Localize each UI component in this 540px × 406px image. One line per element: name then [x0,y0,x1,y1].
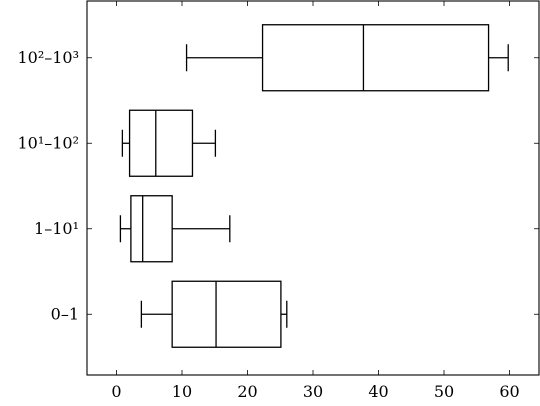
x-tick-label: 10 [172,382,192,401]
box-group [140,280,288,348]
iqr-box [171,280,282,348]
x-tick-label: 60 [499,382,519,401]
iqr-box [261,24,490,92]
x-tick-label: 20 [237,382,257,401]
iqr-box [128,109,194,177]
y-tick-label: 10²–10³ [17,48,79,67]
iqr-box [130,195,173,263]
y-tick-label: 1–10¹ [34,219,79,238]
ticks-layer: 0–1 1–10¹ 10¹–10² 10²–10³ 0 10 20 30 40 50 60 [17,1,539,401]
x-tick-label: 40 [368,382,388,401]
box-group [185,24,509,92]
x-tick-label: 50 [434,382,454,401]
y-tick-label: 0–1 [51,304,79,323]
boxes-layer [119,24,509,348]
box-group [119,195,231,263]
box-group [121,109,217,177]
plot-frame [86,0,540,376]
x-tick-label: 0 [111,382,121,401]
y-tick-label: 10¹–10² [17,133,79,152]
x-tick-label: 30 [303,382,323,401]
